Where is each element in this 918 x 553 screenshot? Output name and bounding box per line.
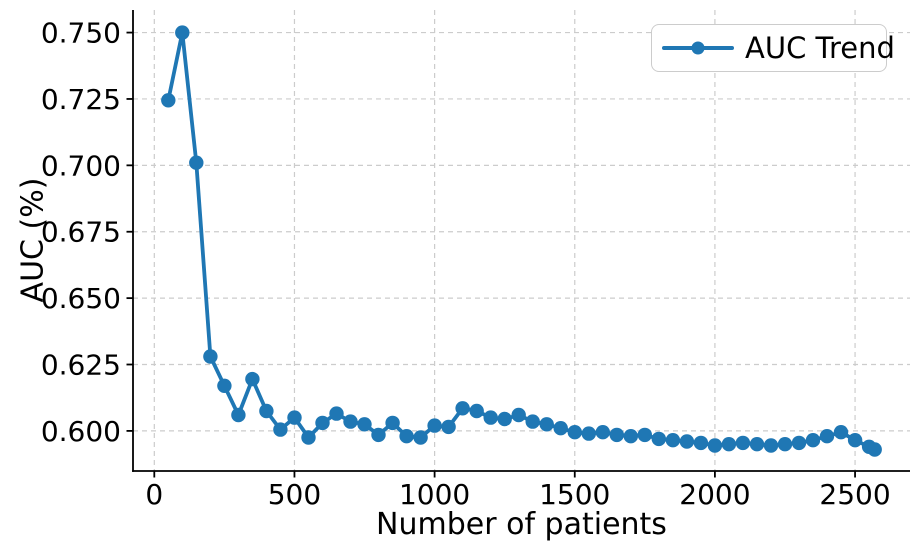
x-tick-label: 500 [268, 478, 321, 511]
data-point-marker [399, 429, 414, 444]
data-point-marker [301, 430, 316, 445]
data-point-marker [469, 403, 484, 419]
legend-marker-icon [691, 41, 705, 55]
data-point-marker [623, 429, 638, 444]
data-point-marker [385, 415, 400, 431]
data-point-marker [791, 435, 807, 451]
axes-spines [132, 10, 910, 472]
data-point-marker [749, 437, 765, 452]
data-point-marker [595, 425, 610, 440]
legend: AUC Trend [651, 24, 895, 72]
y-tick-label: 0.675 [41, 216, 121, 249]
data-point-marker [441, 419, 456, 435]
data-point-marker [735, 435, 751, 451]
data-point-marker [553, 421, 568, 436]
data-point-marker [273, 422, 288, 437]
data-point-marker [665, 433, 681, 448]
data-point-marker [525, 414, 540, 429]
x-tick-label: 2000 [679, 478, 750, 511]
data-point-marker [805, 433, 821, 448]
x-axis-label: Number of patients [376, 507, 667, 542]
data-point-marker [497, 411, 512, 427]
y-tick-label: 0.600 [41, 415, 121, 448]
data-point-marker [245, 371, 260, 387]
auc-trend-line [166, 30, 877, 452]
data-point-marker [763, 438, 779, 453]
legend-label: AUC Trend [745, 31, 895, 65]
x-tick-label: 1000 [399, 478, 470, 511]
data-point-marker [833, 425, 849, 440]
data-point-marker [511, 407, 526, 423]
data-point-markers [161, 25, 882, 457]
data-point-marker [847, 433, 863, 448]
grid-lines [133, 10, 910, 471]
x-tick-label: 2500 [819, 478, 890, 511]
data-point-marker [483, 410, 498, 425]
data-point-marker [707, 438, 723, 453]
data-point-marker [161, 93, 176, 108]
data-point-marker [413, 430, 428, 445]
data-point-marker [819, 429, 835, 444]
y-tick-label: 0.625 [41, 349, 121, 382]
y-axis-label: AUC (%) [15, 177, 51, 303]
data-point-marker [539, 417, 554, 432]
data-point-marker [203, 349, 218, 364]
data-point-marker [371, 427, 386, 443]
data-point-marker [175, 25, 190, 40]
data-point-marker [455, 401, 470, 416]
data-point-marker [231, 407, 246, 423]
data-point-marker [315, 415, 330, 431]
data-point-marker [287, 410, 302, 425]
data-point-marker [581, 426, 596, 441]
data-point-marker [679, 434, 695, 449]
tick-labels: 0.600 0.625 0.650 0.675 0.700 0.725 0.750 0 500 1… [41, 17, 891, 511]
legend-line-sample [662, 41, 734, 55]
data-point-marker [867, 442, 882, 457]
tick-marks [126, 31, 856, 478]
data-point-marker [259, 403, 274, 419]
data-point-marker [189, 155, 204, 170]
data-point-marker [651, 431, 666, 447]
data-point-marker [609, 427, 624, 443]
y-tick-label: 0.700 [41, 149, 121, 182]
y-tick-label: 0.650 [41, 282, 121, 315]
data-point-marker [329, 406, 344, 421]
y-tick-label: 0.725 [41, 83, 121, 116]
data-point-marker [217, 378, 232, 393]
data-point-marker [693, 435, 709, 451]
data-point-marker [343, 414, 358, 429]
data-point-marker [567, 425, 582, 440]
x-tick-label: 1500 [539, 478, 610, 511]
x-tick-label: 0 [145, 478, 163, 511]
data-point-marker [357, 417, 372, 432]
y-tick-label: 0.750 [41, 17, 121, 50]
data-point-marker [721, 437, 737, 452]
data-point-marker [637, 427, 652, 443]
data-point-marker [777, 437, 793, 452]
data-point-marker [427, 418, 442, 433]
